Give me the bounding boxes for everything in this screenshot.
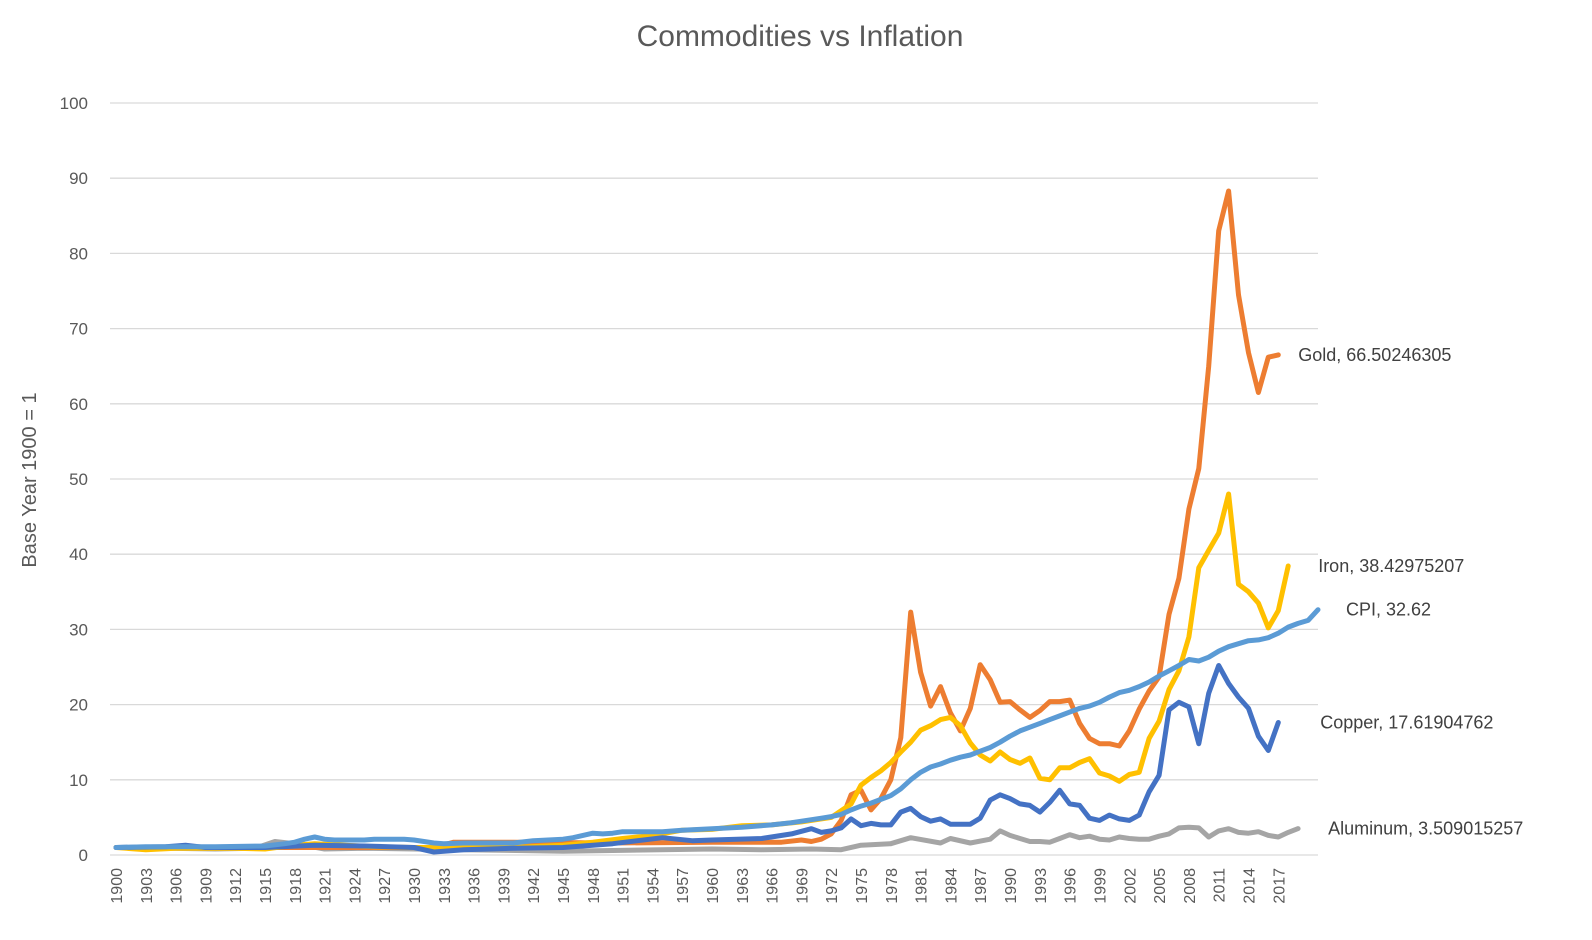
y-tick-label: 90 bbox=[69, 169, 88, 188]
x-tick-label: 1990 bbox=[1003, 868, 1020, 904]
x-tick-label: 1975 bbox=[854, 868, 871, 904]
x-tick-label: 1918 bbox=[288, 868, 305, 904]
y-tick-label: 60 bbox=[69, 395, 88, 414]
x-tick-label: 1999 bbox=[1092, 868, 1109, 904]
gridlines bbox=[110, 102, 1318, 856]
y-tick-label: 10 bbox=[69, 771, 88, 790]
x-tick-label: 1933 bbox=[437, 868, 454, 904]
x-tick-label: 1909 bbox=[198, 868, 215, 904]
x-tick-label: 1936 bbox=[467, 868, 484, 904]
x-tick-label: 1960 bbox=[705, 868, 722, 904]
series-label-cpi: CPI, 32.62 bbox=[1346, 600, 1431, 620]
x-tick-label: 1915 bbox=[258, 868, 275, 904]
x-tick-label: 1900 bbox=[109, 868, 126, 904]
x-axis-tick-labels: 1900 1903 1906 1909 1912 1915 1918 1921 1924 1927… bbox=[109, 868, 1288, 904]
series-line-gold bbox=[113, 188, 1281, 850]
y-tick-label: 20 bbox=[69, 696, 88, 715]
y-tick-label: 100 bbox=[60, 94, 88, 113]
series-label-copper: Copper, 17.61904762 bbox=[1320, 713, 1493, 733]
x-tick-label: 1969 bbox=[794, 868, 811, 904]
y-axis-tick-labels: 0 10 20 30 40 50 60 70 80 90 100 bbox=[60, 94, 88, 865]
series-end-labels: Aluminum, 3.509015257 Gold, 66.50246305 Ir… bbox=[1298, 345, 1523, 839]
x-tick-label: 1981 bbox=[914, 868, 931, 904]
x-tick-label: 1924 bbox=[347, 868, 364, 904]
x-tick-label: 1957 bbox=[675, 868, 692, 904]
y-axis-label: Base Year 1900 = 1 bbox=[19, 392, 41, 567]
chart-title: Commodities vs Inflation bbox=[637, 20, 964, 53]
x-tick-label: 1927 bbox=[377, 868, 394, 904]
x-tick-label: 1951 bbox=[616, 868, 633, 904]
x-tick-label: 1954 bbox=[645, 868, 662, 904]
x-tick-label: 1987 bbox=[973, 868, 990, 904]
x-tick-label: 1921 bbox=[318, 868, 335, 904]
x-tick-label: 1930 bbox=[407, 868, 424, 904]
series-line-aluminum bbox=[113, 824, 1301, 854]
series-line-iron bbox=[113, 491, 1291, 853]
x-tick-label: 1984 bbox=[943, 868, 960, 904]
x-tick-label: 2005 bbox=[1152, 868, 1169, 904]
x-tick-label: 2014 bbox=[1241, 868, 1258, 904]
x-tick-label: 2008 bbox=[1182, 868, 1199, 904]
series-label-gold: Gold, 66.50246305 bbox=[1298, 345, 1451, 365]
x-tick-label: 1945 bbox=[556, 868, 573, 904]
x-tick-label: 1948 bbox=[586, 868, 603, 904]
series-lines bbox=[113, 188, 1321, 855]
series-line-cpi bbox=[113, 607, 1321, 850]
x-tick-label: 1963 bbox=[735, 868, 752, 904]
x-tick-label: 1906 bbox=[169, 868, 186, 904]
x-tick-label: 1939 bbox=[496, 868, 513, 904]
y-tick-label: 50 bbox=[69, 470, 88, 489]
y-tick-label: 30 bbox=[69, 620, 88, 639]
x-tick-label: 1978 bbox=[884, 868, 901, 904]
series-label-iron: Iron, 38.42975207 bbox=[1318, 556, 1464, 576]
x-tick-label: 2017 bbox=[1271, 868, 1288, 904]
series-label-aluminum: Aluminum, 3.509015257 bbox=[1328, 819, 1523, 839]
x-tick-label: 2002 bbox=[1122, 868, 1139, 904]
y-tick-label: 80 bbox=[69, 244, 88, 263]
y-tick-label: 40 bbox=[69, 545, 88, 564]
x-tick-label: 1993 bbox=[1033, 868, 1050, 904]
x-tick-label: 1972 bbox=[824, 868, 841, 904]
x-tick-label: 2011 bbox=[1212, 868, 1229, 903]
x-tick-label: 1996 bbox=[1063, 868, 1080, 904]
x-tick-label: 1912 bbox=[228, 868, 245, 904]
x-tick-label: 1942 bbox=[526, 868, 543, 904]
x-tick-label: 1966 bbox=[765, 868, 782, 904]
series-line-copper bbox=[113, 663, 1281, 855]
y-tick-label: 70 bbox=[69, 320, 88, 339]
x-tick-label: 1903 bbox=[139, 868, 156, 904]
y-tick-label: 0 bbox=[79, 846, 88, 865]
